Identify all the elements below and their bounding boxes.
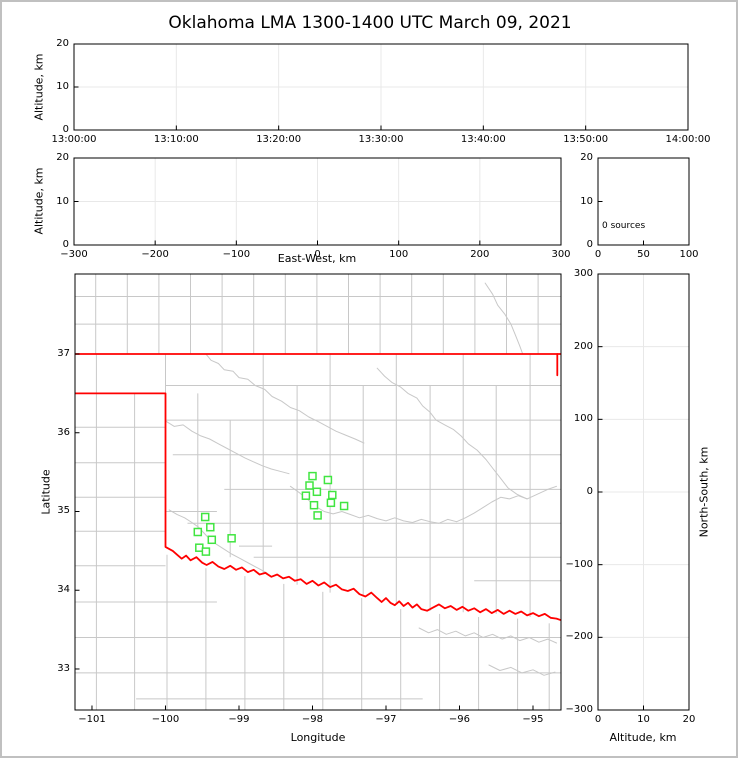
map-ytick-label: 36	[57, 426, 70, 438]
lma-station-marker	[309, 500, 319, 510]
lma-station-marker	[305, 481, 314, 490]
histogram-xtick-label: 50	[637, 249, 650, 260]
river-line	[165, 420, 290, 475]
histogram-ytick-label: 0	[586, 239, 593, 250]
ns_height-ytick-label: 100	[573, 413, 593, 425]
time_height-xtick-label: 13:30:00	[358, 134, 404, 145]
ew_height-xtick-label: −300	[60, 249, 88, 260]
figure-title: Oklahoma LMA 1300-1400 UTC March 09, 202…	[168, 13, 572, 33]
river-line	[168, 509, 268, 574]
map-xtick-label: −96	[448, 714, 471, 725]
lma-station-marker	[227, 534, 236, 543]
lma-station-marker	[201, 547, 211, 556]
ns-height-xlabel: Altitude, km	[609, 731, 677, 744]
time_height-xtick-label: 13:40:00	[460, 134, 506, 145]
river-line	[418, 627, 557, 644]
ns_height-ytick-label: −100	[565, 558, 593, 570]
time_height-xtick-label: 14:00:00	[665, 134, 711, 145]
lma-station-marker	[206, 522, 215, 532]
ew_height-ytick-label: 10	[56, 195, 69, 207]
ns_height-ytick-label: 300	[573, 268, 593, 279]
time_height-ytick-label: 10	[56, 81, 69, 92]
ew_height-xtick-label: −200	[141, 249, 169, 260]
lma-station-marker	[193, 527, 203, 537]
lma-station-marker	[313, 511, 322, 520]
ew_height-xtick-label: 100	[389, 249, 409, 260]
map-xlabel: Longitude	[290, 731, 346, 744]
lma-station-marker	[308, 471, 317, 481]
ns_height-ytick-label: 0	[586, 486, 593, 497]
map-xtick-label: −100	[151, 714, 180, 725]
ns_height-ytick-label: 200	[573, 340, 593, 352]
river-line	[484, 282, 524, 355]
river-line	[205, 353, 365, 444]
state-border-line	[75, 392, 561, 622]
lma-station-marker	[200, 512, 210, 522]
time_height-xtick-label: 13:50:00	[563, 134, 609, 145]
lma-station-marker	[312, 487, 322, 497]
lma-station-marker	[326, 498, 336, 508]
histogram-ytick-label: 20	[580, 152, 593, 163]
ew_height-xtick-label: 200	[470, 249, 490, 260]
map-xtick-label: −98	[301, 714, 324, 725]
ns_height-xtick-label: 20	[682, 714, 696, 725]
ew_height-xtick-label: 300	[551, 249, 571, 260]
lma-station-marker	[301, 491, 311, 500]
sources-count-annotation: 0 sources	[602, 221, 646, 231]
map-xtick-label: −97	[375, 714, 397, 725]
map-layers	[75, 274, 561, 710]
ew_height-ytick-label: 20	[56, 152, 69, 163]
ew_height-xtick-label: 0	[314, 249, 321, 260]
ew-height-xlabel: East-West, km	[277, 252, 357, 265]
river-line	[376, 367, 557, 500]
histogram-xtick-label: 100	[679, 249, 699, 260]
map-ytick-label: 35	[57, 505, 70, 517]
map-ytick-label: 37	[57, 348, 70, 359]
panel-frame-map	[74, 273, 562, 711]
map-xtick-label: −99	[228, 714, 250, 725]
lma-station-marker	[207, 535, 217, 545]
time_height-ytick-label: 0	[62, 124, 69, 135]
histogram-ytick-label: 10	[580, 195, 593, 207]
river-line	[488, 664, 556, 676]
time_height-xtick-label: 13:00:00	[51, 134, 97, 145]
histogram-xtick-label: 0	[594, 249, 602, 260]
time_height-xtick-label: 13:10:00	[153, 134, 199, 145]
time_height-ytick-label: 20	[56, 38, 69, 49]
lma-station-marker	[328, 490, 337, 500]
ns_height-ytick-label: −300	[565, 704, 593, 715]
river-line	[456, 495, 528, 523]
map-xtick-label: −95	[522, 714, 544, 725]
ns_height-xtick-label: 10	[637, 714, 650, 725]
map-ytick-label: 33	[57, 662, 70, 674]
ns_height-xtick-label: 0	[594, 714, 602, 725]
ew_height-ytick-label: 0	[62, 239, 69, 250]
map-xtick-label: −101	[78, 714, 106, 725]
lma-station-marker	[323, 475, 333, 485]
ns-height-ylabel-right: North-South, km	[697, 446, 711, 538]
map-ytick-label: 34	[57, 584, 70, 596]
panel-frame-histogram	[597, 157, 690, 246]
lma-station-marker	[339, 501, 349, 511]
time_height-xtick-label: 13:20:00	[256, 134, 302, 145]
ew_height-xtick-label: −100	[222, 249, 251, 260]
ns_height-ytick-label: −200	[565, 631, 593, 643]
